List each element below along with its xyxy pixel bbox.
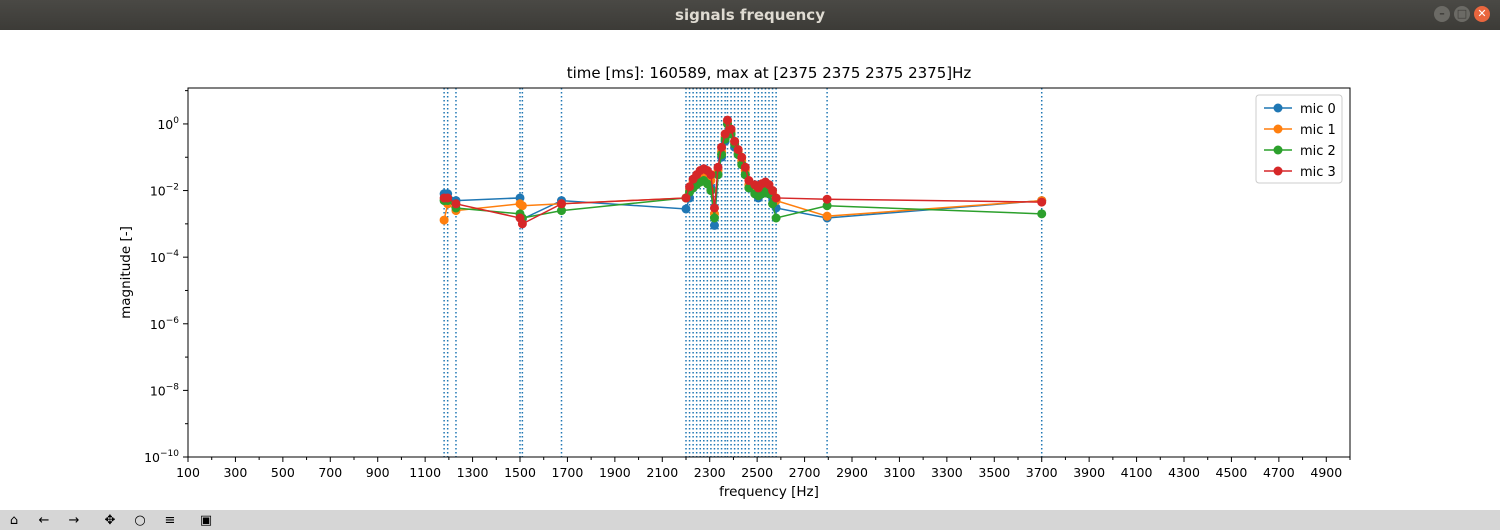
legend-label: mic 3 — [1300, 165, 1336, 180]
data-point — [737, 152, 747, 162]
data-point — [723, 115, 732, 125]
data-point — [730, 136, 740, 146]
data-point — [706, 186, 716, 196]
x-tick-label: 1300 — [457, 465, 489, 480]
x-tick-label: 1900 — [599, 465, 631, 480]
window-controls: – □ ✕ — [1434, 6, 1490, 22]
back-icon[interactable]: ← — [38, 512, 50, 528]
x-tick-label: 1100 — [409, 465, 441, 480]
data-point — [681, 204, 691, 214]
data-point — [702, 179, 712, 189]
x-axis-label: frequency [Hz] — [719, 484, 819, 500]
configure-subplots-icon[interactable]: ≡ — [164, 512, 176, 528]
forward-icon[interactable]: → — [68, 512, 80, 528]
x-tick-label: 4700 — [1263, 465, 1295, 480]
zoom-icon[interactable]: ○ — [134, 512, 146, 528]
legend-marker — [1273, 103, 1283, 113]
x-tick-label: 3300 — [931, 465, 963, 480]
x-tick-label: 2900 — [836, 465, 868, 480]
window-titlebar: signals frequency – □ ✕ — [0, 0, 1500, 30]
x-tick-label: 100 — [176, 465, 200, 480]
legend-box — [1255, 94, 1343, 184]
data-point — [768, 186, 778, 196]
y-axis-label: magnitude [-] — [118, 226, 134, 319]
data-point — [822, 201, 832, 211]
minimize-button[interactable]: – — [1434, 6, 1450, 22]
y-tick-label: 10−10 — [144, 449, 179, 465]
y-tick-label: 10−6 — [150, 316, 179, 332]
x-tick-label: 3700 — [1026, 465, 1058, 480]
data-point — [517, 219, 527, 229]
plot-frame — [187, 87, 1351, 458]
data-point — [443, 193, 453, 203]
data-point — [439, 215, 449, 225]
legend-label: mic 2 — [1300, 144, 1336, 159]
legend-label: mic 1 — [1300, 123, 1336, 138]
x-tick-label: 2700 — [789, 465, 821, 480]
data-point — [733, 145, 743, 155]
y-tick-label: 10−4 — [150, 249, 179, 265]
legend-marker — [1273, 124, 1283, 134]
x-tick-label: 700 — [318, 465, 342, 480]
data-point — [713, 162, 723, 172]
x-tick-label: 300 — [223, 465, 247, 480]
data-point — [681, 193, 691, 203]
frequency-chart: time [ms]: 160589, max at [2375 2375 237… — [118, 64, 1351, 500]
x-tick-label: 1500 — [504, 465, 536, 480]
x-tick-label: 2100 — [646, 465, 678, 480]
x-tick-label: 4100 — [1121, 465, 1153, 480]
data-point — [717, 142, 727, 152]
data-point — [726, 124, 736, 134]
chart-title: time [ms]: 160589, max at [2375 2375 237… — [567, 64, 972, 82]
data-point — [557, 206, 566, 216]
x-tick-label: 4500 — [1216, 465, 1248, 480]
data-point — [1037, 209, 1047, 219]
x-tick-label: 4300 — [1168, 465, 1200, 480]
navigation-toolbar: ⌂ ← → ✥ ○ ≡ ▣ — [0, 510, 1500, 530]
legend-marker — [1273, 166, 1283, 176]
data-point — [709, 203, 719, 213]
x-tick-label: 3900 — [1073, 465, 1105, 480]
legend-marker — [1273, 145, 1283, 155]
data-point — [720, 129, 730, 139]
data-point — [685, 182, 695, 192]
data-point — [557, 199, 566, 209]
close-button[interactable]: ✕ — [1474, 6, 1490, 22]
data-point — [709, 213, 719, 223]
x-tick-label: 1700 — [552, 465, 584, 480]
save-icon[interactable]: ▣ — [199, 512, 213, 528]
x-tick-label: 4900 — [1310, 465, 1342, 480]
x-tick-label: 2500 — [741, 465, 773, 480]
x-tick-label: 500 — [271, 465, 295, 480]
pan-icon[interactable]: ✥ — [104, 512, 116, 528]
x-tick-label: 3500 — [978, 465, 1010, 480]
home-icon[interactable]: ⌂ — [9, 512, 19, 528]
data-point — [1037, 197, 1047, 207]
y-tick-label: 10−8 — [150, 382, 179, 398]
maximize-button[interactable]: □ — [1454, 6, 1470, 22]
x-tick-label: 3100 — [884, 465, 916, 480]
legend: mic 0 mic 1 mic 2 mic 3 — [1255, 94, 1343, 184]
y-tick-label: 100 — [157, 116, 179, 132]
x-tick-label: 2300 — [694, 465, 726, 480]
data-point — [771, 213, 781, 223]
data-point — [517, 201, 527, 211]
data-point — [706, 170, 716, 180]
legend-label: mic 0 — [1300, 102, 1336, 117]
data-point — [771, 193, 781, 203]
y-tick-label: 10−2 — [150, 183, 179, 199]
data-point — [740, 162, 750, 172]
data-point — [709, 220, 719, 230]
x-tick-label: 900 — [366, 465, 390, 480]
data-point — [451, 199, 461, 209]
data-point — [822, 211, 832, 221]
data-point — [822, 194, 832, 204]
window-title: signals frequency — [675, 6, 825, 24]
